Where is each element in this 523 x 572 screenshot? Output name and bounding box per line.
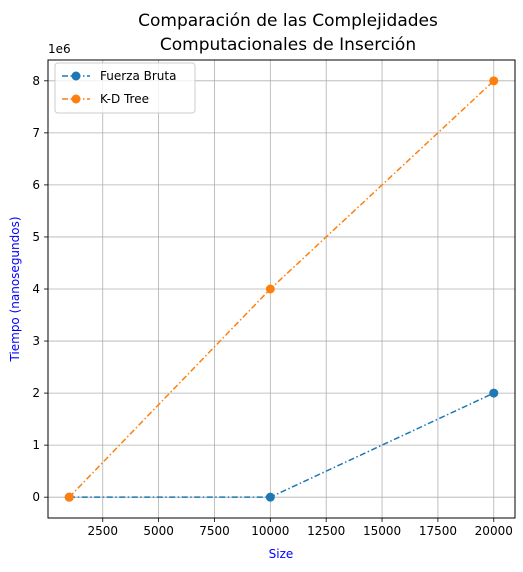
legend: Fuerza Bruta K-D Tree xyxy=(54,62,196,114)
x-tick-label-5000: 5000 xyxy=(143,524,174,538)
y-offset-label: 1e6 xyxy=(48,42,71,56)
x-tick-label-7500: 7500 xyxy=(199,524,230,538)
point-k-d-tree-1 xyxy=(265,284,275,294)
point-fuerza-bruta-2 xyxy=(489,388,499,398)
chart-title-line-1: Comparación de las Complejidades xyxy=(138,11,438,31)
chart-title-line-2: Computacionales de Inserción xyxy=(160,35,416,55)
y-tick-label-6: 6 xyxy=(32,178,40,192)
y-tick-label-7: 7 xyxy=(32,126,40,140)
legend-label-fuerza-bruta: Fuerza Bruta xyxy=(100,69,176,83)
plot-series xyxy=(64,76,499,502)
x-tick-label-2500: 2500 xyxy=(87,524,118,538)
y-axis-label: Tiempo (nanosegundos) xyxy=(8,216,22,362)
x-tick-label-20000: 20000 xyxy=(475,524,513,538)
x-tick-label-12500: 12500 xyxy=(307,524,345,538)
legend-marker-fuerza-bruta xyxy=(71,71,81,81)
y-tick-label-8: 8 xyxy=(32,74,40,88)
x-tick-label-10000: 10000 xyxy=(251,524,289,538)
x-tick-label-17500: 17500 xyxy=(419,524,457,538)
point-k-d-tree-2 xyxy=(489,76,499,86)
grid xyxy=(48,60,515,518)
y-tick-label-2: 2 xyxy=(32,386,40,400)
legend-label-kd-tree: K-D Tree xyxy=(100,92,149,106)
y-tick-label-0: 0 xyxy=(32,490,40,504)
y-tick-label-5: 5 xyxy=(32,230,40,244)
point-k-d-tree-0 xyxy=(64,492,74,502)
point-fuerza-bruta-1 xyxy=(265,492,275,502)
legend-marker-kd-tree xyxy=(71,94,81,104)
x-tick-label-15000: 15000 xyxy=(363,524,401,538)
y-tick-label-3: 3 xyxy=(32,334,40,348)
axis-ticks: 2500 5000 7500 10000 12500 15000 17500 20000 0 1 2… xyxy=(32,74,513,538)
x-axis-label: Size xyxy=(269,547,294,561)
y-tick-label-1: 1 xyxy=(32,438,40,452)
y-tick-label-4: 4 xyxy=(32,282,40,296)
